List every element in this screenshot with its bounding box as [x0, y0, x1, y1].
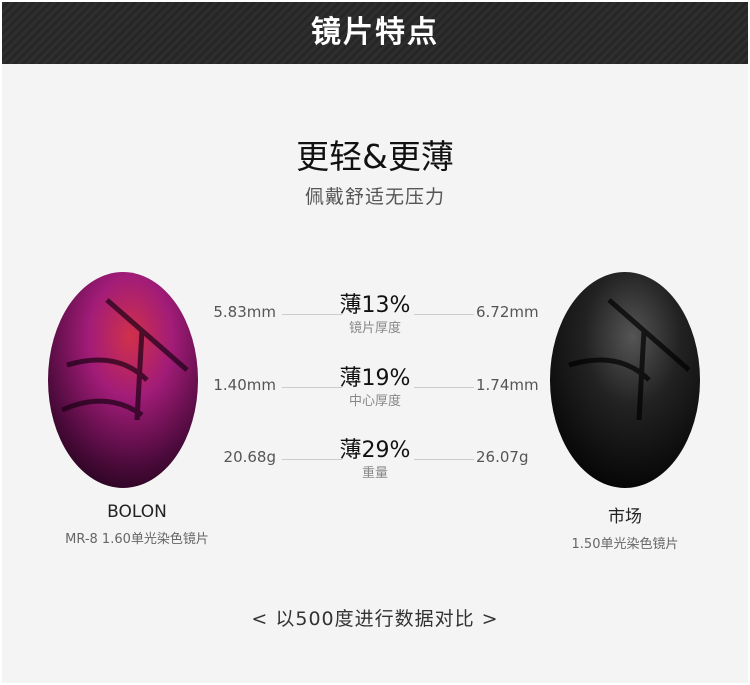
market-brand: 市场 1.50单光染色镜片 [525, 502, 725, 552]
market-name: 市场 [608, 507, 642, 527]
label: 镜片厚度 [348, 321, 401, 336]
right-value: 26.07g [476, 448, 529, 466]
market-lens-image [549, 270, 701, 490]
divider [414, 314, 474, 315]
bolon-brand: BOLON MR-8 1.60单光染色镜片 [37, 502, 237, 547]
headline-subtitle: 佩戴舒适无压力 [304, 186, 445, 208]
comparison-row-thickness: 5.83mm 薄13% 镜片厚度 6.72mm [2, 293, 748, 355]
footer-note: < 以500度进行数据对比 > [251, 608, 499, 630]
left-value: 1.40mm [213, 376, 276, 394]
label: 中心厚度 [348, 394, 401, 409]
divider [414, 387, 474, 388]
percent: 薄13% [339, 293, 411, 318]
left-value: 5.83mm [213, 303, 276, 321]
comparison-row-center: 1.40mm 薄19% 中心厚度 1.74mm [2, 366, 748, 428]
left-value: 20.68g [223, 448, 276, 466]
market-desc: 1.50单光染色镜片 [571, 537, 679, 552]
percent: 薄29% [339, 438, 411, 463]
bolon-lens-image [47, 270, 199, 490]
comparison-row-weight: 20.68g 薄29% 重量 26.07g [2, 438, 748, 500]
divider [282, 387, 342, 388]
section-header: 镜片特点 [2, 2, 748, 64]
label: 重量 [361, 466, 388, 481]
right-value: 1.74mm [476, 376, 539, 394]
percent: 薄19% [339, 366, 411, 391]
bolon-desc: MR-8 1.60单光染色镜片 [65, 532, 209, 547]
headline-title: 更轻&更薄 [296, 137, 454, 176]
right-value: 6.72mm [476, 303, 539, 321]
divider [282, 459, 342, 460]
divider [282, 314, 342, 315]
bolon-name: BOLON [107, 502, 167, 522]
divider [414, 459, 474, 460]
